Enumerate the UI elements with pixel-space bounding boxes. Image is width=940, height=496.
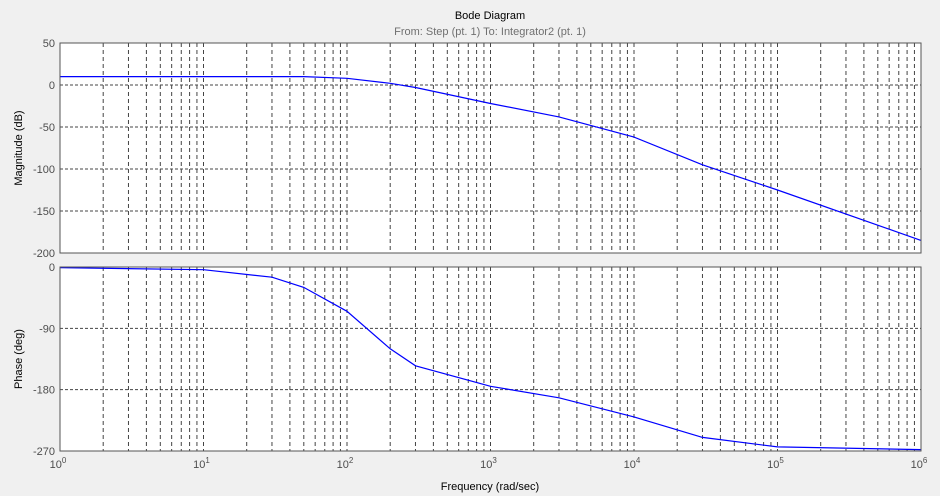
x-axis-label: Frequency (rad/sec) (441, 481, 539, 493)
x-tick-label: 105 (767, 456, 784, 471)
phase-y-label: Phase (deg) (13, 329, 25, 389)
magnitude-y-tick-label: 0 (49, 80, 55, 92)
magnitude-y-label: Magnitude (dB) (13, 110, 25, 185)
x-tick-label: 102 (337, 456, 354, 471)
magnitude-y-tick-label: -100 (33, 164, 55, 176)
chart-subtitle: From: Step (pt. 1) To: Integrator2 (pt. … (394, 26, 586, 38)
phase-y-tick-label: 0 (49, 262, 55, 274)
phase-axes-frame (59, 266, 922, 452)
magnitude-series-line (60, 75, 922, 241)
phase-y-tick-label: -90 (39, 323, 55, 335)
chart-title: Bode Diagram (455, 10, 525, 22)
magnitude-axes-frame (59, 42, 922, 254)
magnitude-y-tick-label: 50 (43, 38, 55, 50)
x-tick-label: 106 (911, 456, 928, 471)
x-tick-label: 100 (50, 456, 67, 471)
phase-series-line (59, 267, 922, 451)
x-tick-label: 103 (480, 456, 497, 471)
phase-y-tick-label: -180 (33, 385, 55, 397)
magnitude-y-tick-label: -50 (39, 122, 55, 134)
magnitude-y-tick-label: -200 (33, 248, 55, 260)
x-tick-label: 101 (193, 456, 210, 471)
x-tick-label: 104 (624, 456, 641, 471)
phase-y-tick-label: -270 (33, 446, 55, 458)
magnitude-y-tick-label: -150 (33, 206, 55, 218)
